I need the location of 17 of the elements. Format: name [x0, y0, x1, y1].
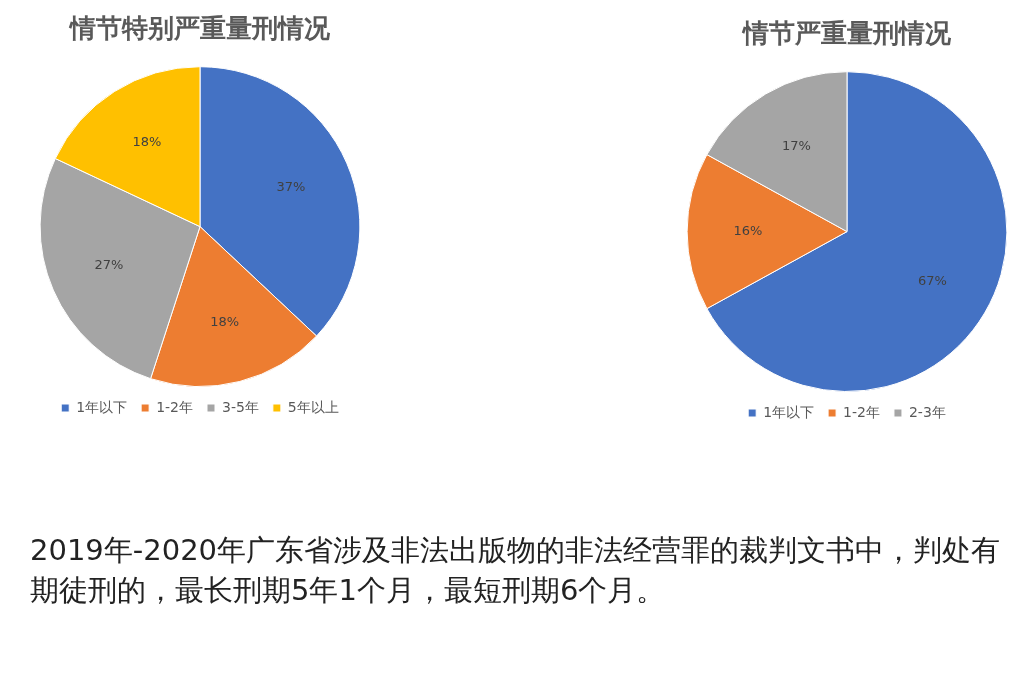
data-label: 17%	[782, 137, 811, 153]
data-label: 67%	[917, 273, 947, 289]
legend-label: 1年以下	[76, 398, 128, 415]
data-label: 18%	[210, 314, 240, 329]
legend-label: 1-2年	[156, 398, 194, 415]
data-label: 37%	[276, 178, 306, 194]
data-label: 16%	[733, 222, 763, 238]
data-label: 18%	[132, 134, 162, 150]
legend-label: 5年以上	[287, 398, 339, 415]
chart-title: 情节严重量刑情况	[741, 18, 952, 49]
legend-label: 3-5年	[222, 398, 259, 415]
legend-label: 1-2年	[843, 403, 880, 420]
text: 2019年-2020年广东省涉及非法出版物的非法经营罪的裁判文书中，判处有期徒刑的，最长刑期5年1个月，最短刑期6个月。	[30, 532, 1002, 609]
chart-title: 情节特别严重量刑情况	[68, 13, 331, 44]
legend-label: 1年以下	[763, 403, 815, 420]
legend-label: 2-3年	[908, 403, 946, 420]
data-label: 27%	[94, 257, 124, 273]
